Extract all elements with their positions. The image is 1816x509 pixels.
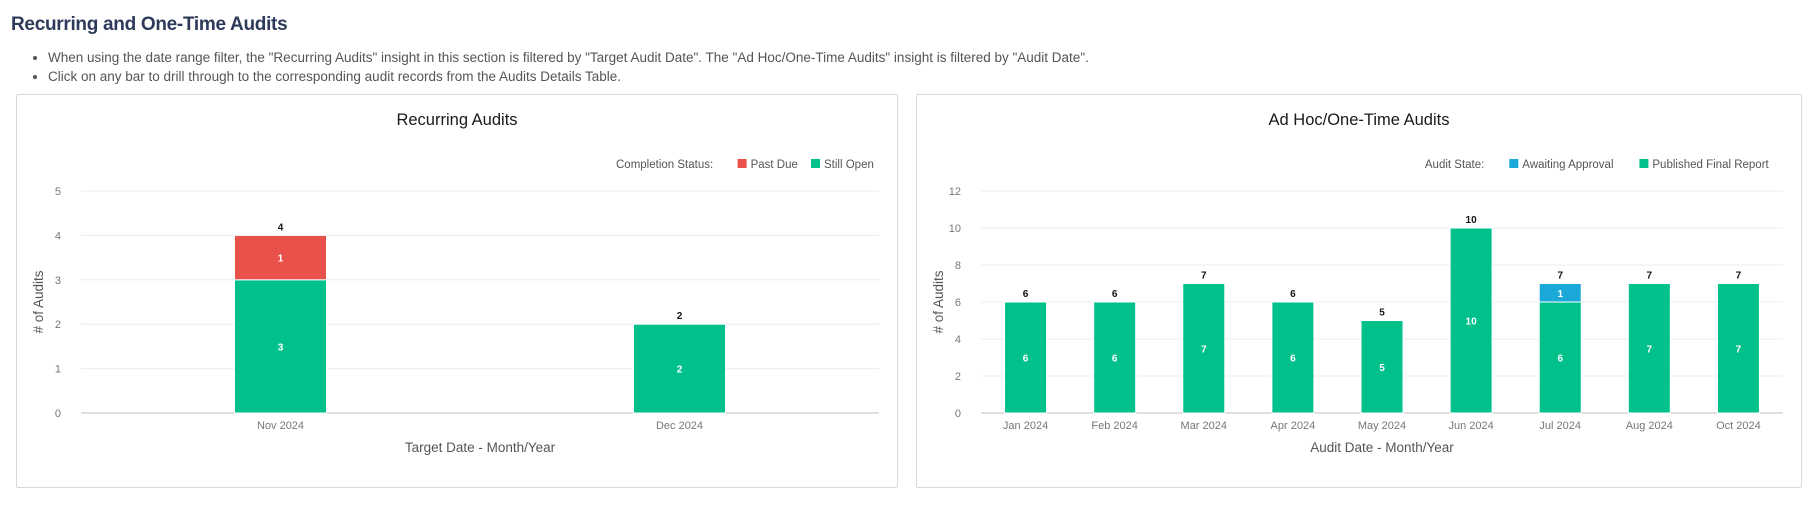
- x-tick-label: May 2024: [1358, 420, 1406, 432]
- y-tick-label: 2: [955, 371, 961, 383]
- y-tick-label: 5: [55, 186, 61, 198]
- bar-published-final-report[interactable]: [1004, 301, 1048, 414]
- bar-total-label: 7: [1647, 271, 1653, 282]
- y-tick-label: 1: [55, 364, 61, 376]
- recurring-audits-panel: Recurring Audits Still Open Past Due Comple…: [16, 94, 898, 488]
- chart-title: Recurring Audits: [396, 111, 517, 129]
- bar-value-label: 1: [1557, 289, 1563, 300]
- section-notes: When using the date range filter, the "R…: [30, 48, 1089, 86]
- bar-published-final-report[interactable]: [1271, 301, 1315, 414]
- note-date-filter: When using the date range filter, the "R…: [48, 48, 1089, 67]
- bar-published-final-report[interactable]: [1538, 301, 1582, 414]
- y-tick-label: 8: [955, 260, 961, 272]
- legend-label-awaiting-approval: Awaiting Approval: [1522, 159, 1613, 171]
- bar-past-due[interactable]: [234, 234, 327, 281]
- bar-published-final-report[interactable]: [1360, 320, 1404, 414]
- bar-published-final-report[interactable]: [1627, 283, 1671, 414]
- bar-value-label: 10: [1466, 317, 1478, 328]
- bar-total-label: 7: [1557, 271, 1563, 282]
- y-tick-label: 4: [955, 334, 961, 346]
- bar-value-label: 1: [278, 254, 284, 265]
- bar-total-label: 2: [677, 311, 683, 322]
- x-tick-label: Feb 2024: [1091, 420, 1137, 432]
- y-axis-title: # of Audits: [31, 270, 46, 333]
- note-drill-through: Click on any bar to drill through to the…: [48, 67, 1089, 86]
- x-tick-label: Aug 2024: [1626, 420, 1673, 432]
- y-tick-label: 10: [949, 223, 961, 235]
- x-tick-label: Dec 2024: [656, 420, 703, 432]
- y-tick-label: 3: [55, 275, 61, 287]
- y-tick-label: 6: [955, 297, 961, 309]
- section-title: Recurring and One-Time Audits: [11, 14, 288, 35]
- bar-total-label: 10: [1466, 215, 1478, 226]
- legend-label-past-due: Past Due: [751, 159, 798, 171]
- x-tick-label: Apr 2024: [1271, 420, 1316, 432]
- legend-title: Completion Status:: [616, 159, 713, 171]
- chart-title: Ad Hoc/One-Time Audits: [1269, 111, 1450, 129]
- bar-awaiting-approval[interactable]: [1538, 283, 1582, 303]
- bar-total-label: 6: [1112, 289, 1118, 300]
- bar-value-label: 6: [1557, 354, 1563, 365]
- bar-published-final-report[interactable]: [1449, 227, 1493, 414]
- x-tick-label: Jan 2024: [1003, 420, 1048, 432]
- y-tick-label: 0: [55, 408, 61, 420]
- legend-swatch-still-open[interactable]: [811, 159, 820, 168]
- y-tick-label: 4: [55, 230, 61, 242]
- adhoc-audits-chart: Ad Hoc/One-Time Audits Published Final Re…: [931, 111, 1783, 455]
- bar-value-label: 6: [1290, 354, 1296, 365]
- legend-swatch-past-due[interactable]: [737, 159, 747, 168]
- adhoc-audits-panel: Ad Hoc/One-Time Audits Published Final Re…: [916, 94, 1802, 488]
- bar-value-label: 7: [1647, 344, 1653, 355]
- x-tick-label: Jul 2024: [1539, 420, 1581, 432]
- legend-swatch-awaiting-approval[interactable]: [1509, 159, 1519, 168]
- bar-total-label: 7: [1736, 271, 1742, 282]
- bar-still-open[interactable]: [633, 323, 726, 414]
- x-axis-title: Audit Date - Month/Year: [1310, 440, 1454, 455]
- bar-published-final-report[interactable]: [1182, 283, 1226, 414]
- legend-label-published-final-report: Published Final Report: [1652, 159, 1769, 171]
- legend-title: Audit State:: [1425, 159, 1484, 171]
- y-axis-title: # of Audits: [931, 270, 946, 333]
- bar-published-final-report[interactable]: [1093, 301, 1137, 414]
- bar-total-label: 6: [1290, 289, 1296, 300]
- bar-total-label: 6: [1023, 289, 1029, 300]
- bar-published-final-report[interactable]: [1716, 283, 1760, 414]
- bar-value-label: 3: [278, 342, 284, 353]
- y-tick-label: 12: [949, 186, 961, 198]
- x-axis-title: Target Date - Month/Year: [405, 440, 556, 455]
- y-tick-label: 2: [55, 319, 61, 331]
- recurring-audits-chart: Recurring Audits Still Open Past Due Comple…: [31, 111, 879, 455]
- bar-total-label: 4: [278, 222, 284, 233]
- x-tick-label: Oct 2024: [1716, 420, 1761, 432]
- bar-total-label: 5: [1379, 308, 1385, 319]
- bar-value-label: 5: [1379, 363, 1385, 374]
- legend-swatch-published-final-report[interactable]: [1639, 159, 1649, 168]
- x-tick-label: Jun 2024: [1448, 420, 1493, 432]
- y-tick-label: 0: [955, 408, 961, 420]
- legend-label-still-open: Still Open: [824, 159, 874, 171]
- x-tick-label: Mar 2024: [1181, 420, 1227, 432]
- bar-value-label: 7: [1736, 344, 1742, 355]
- bar-value-label: 2: [677, 365, 683, 376]
- x-tick-label: Nov 2024: [257, 420, 304, 432]
- bar-value-label: 6: [1023, 354, 1029, 365]
- bar-total-label: 7: [1201, 271, 1207, 282]
- bar-value-label: 6: [1112, 354, 1118, 365]
- bar-value-label: 7: [1201, 344, 1207, 355]
- bar-still-open[interactable]: [234, 279, 327, 414]
